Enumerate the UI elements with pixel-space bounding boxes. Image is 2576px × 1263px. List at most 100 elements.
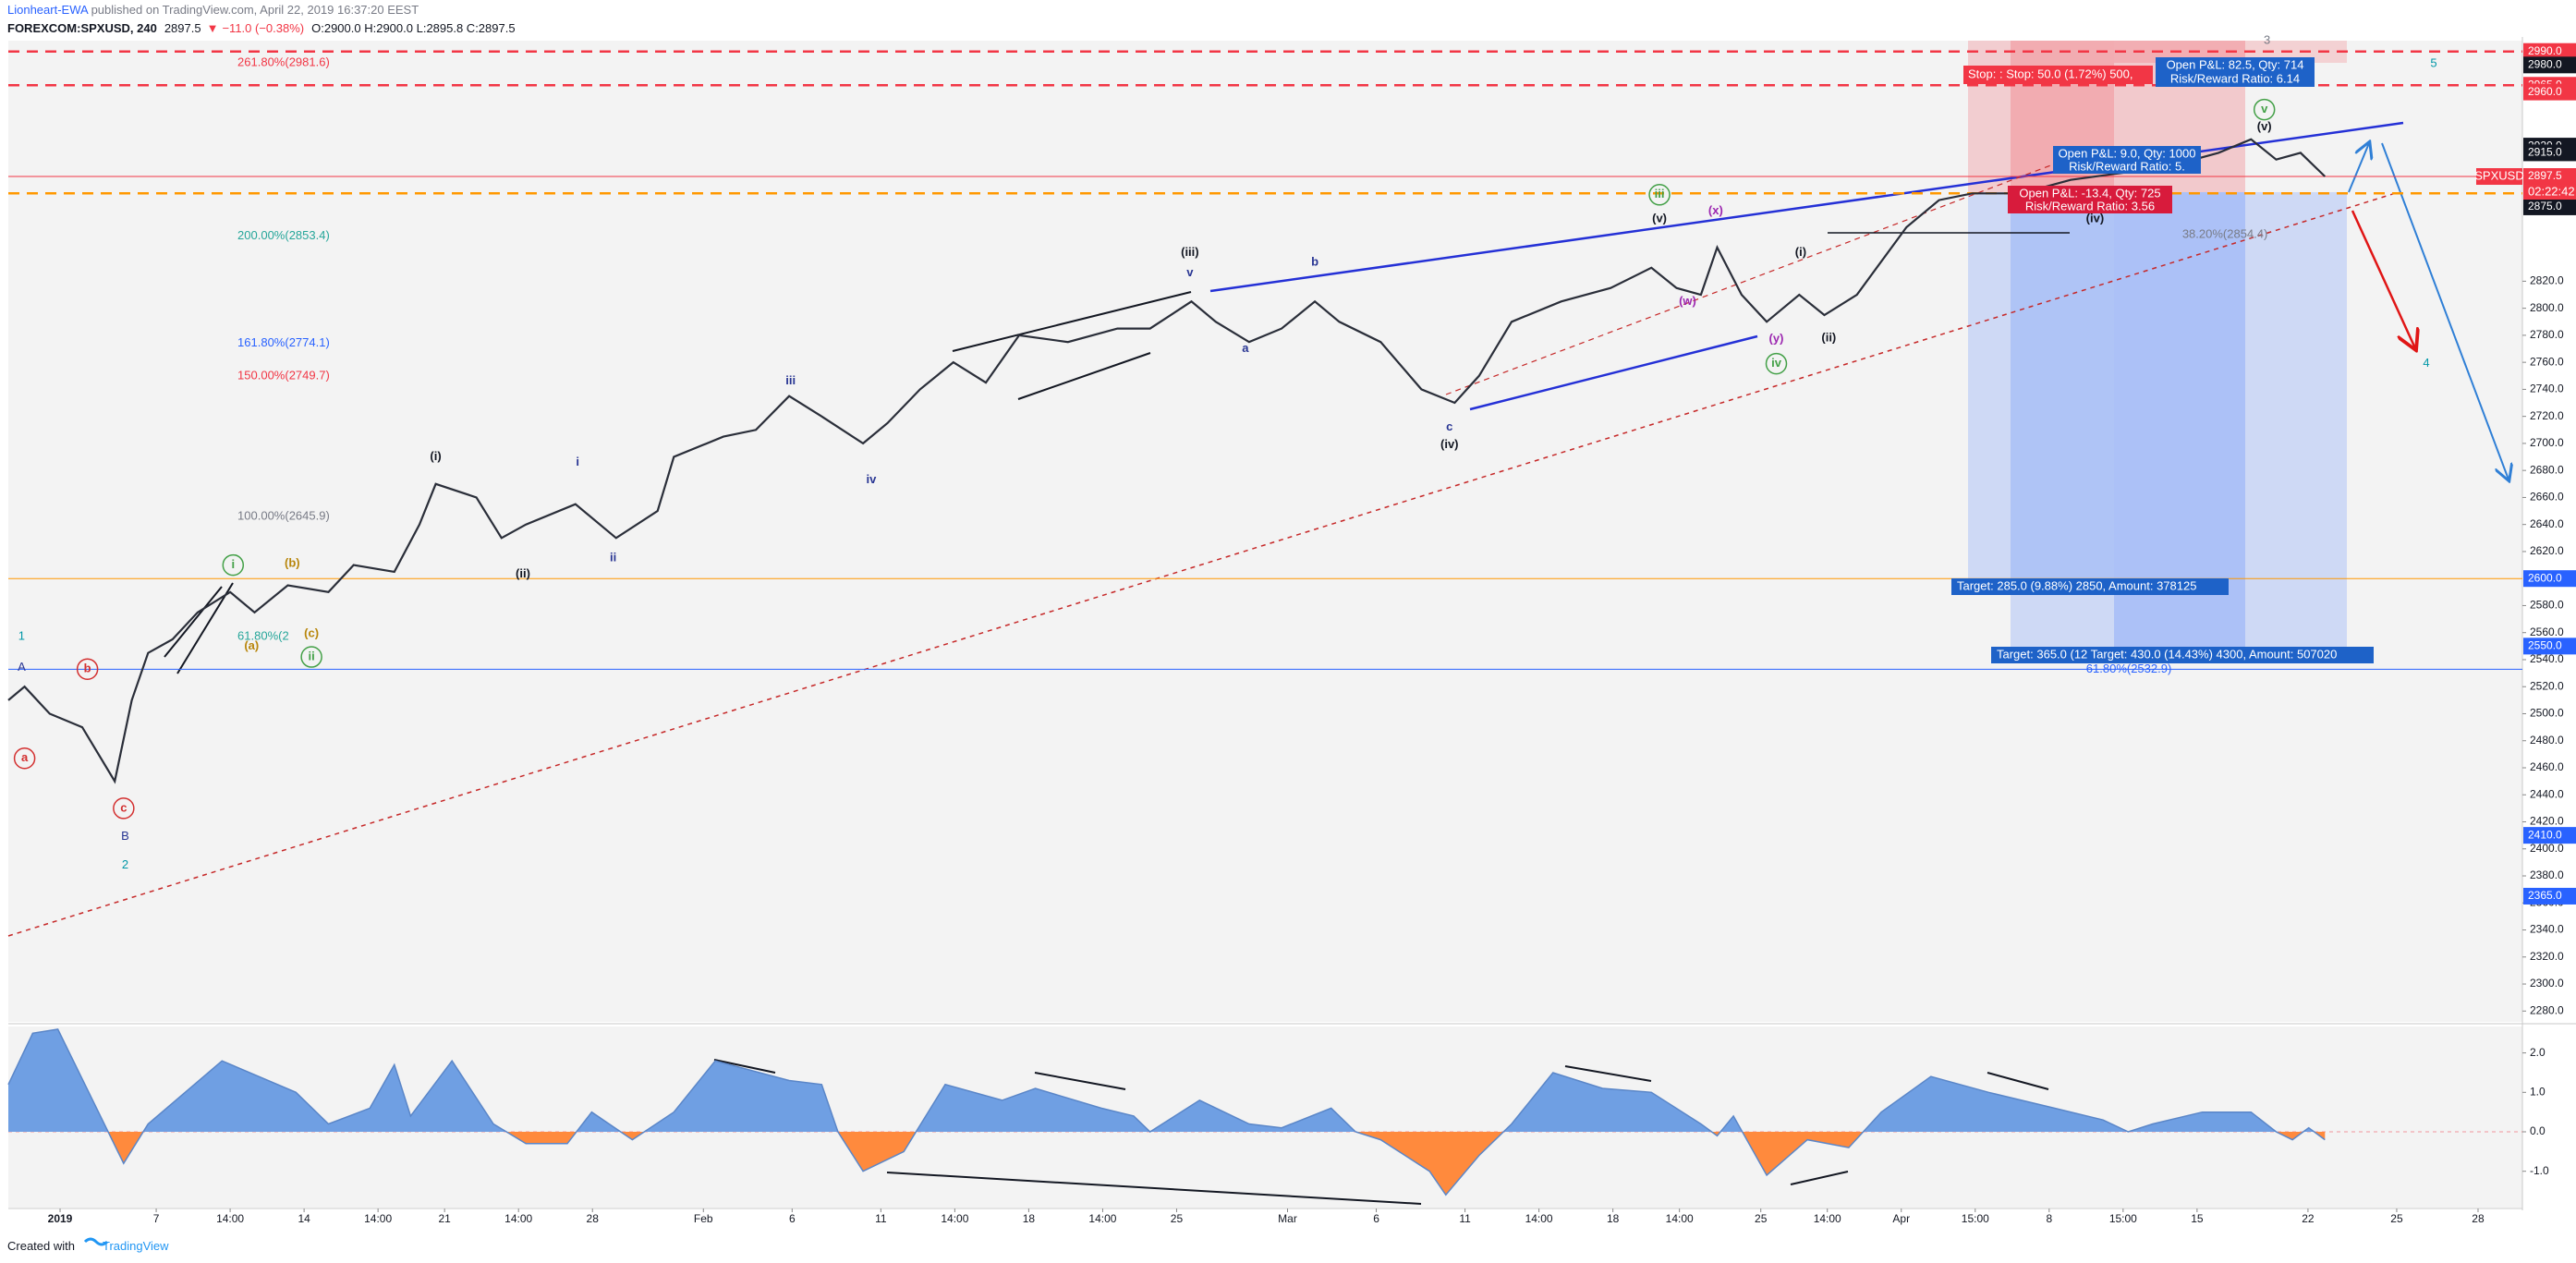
price-label: 2915.0 [2528,146,2562,159]
pnl-label: Open P&L: 82.5, Qty: 714 [2167,57,2304,71]
y-tick-label: 2420.0 [2530,815,2564,828]
price-label: 2600.0 [2528,571,2562,584]
x-tick-label: Mar [1278,1212,1297,1225]
x-tick-label: 25 [1755,1212,1768,1225]
price-label: 2550.0 [2528,639,2562,652]
author[interactable]: Lionheart-EWA [7,3,89,17]
y-tick-label: 2560.0 [2530,625,2564,638]
wave-label: (iv) [2086,212,2105,225]
y-tick-label: 2820.0 [2530,274,2564,287]
price-label: 2980.0 [2528,58,2562,71]
x-tick-label: 14:00 [941,1212,968,1225]
fib-label: 38.20%(2854.4) [2182,226,2268,240]
stop-box [1963,66,2153,84]
brand-logo [83,1237,109,1246]
price-line-series [7,138,2327,784]
divergence-line [1790,1171,1849,1185]
y-tick-label: 2620.0 [2530,544,2564,557]
wave-label: 5 [2430,55,2436,69]
symbol-line: FOREXCOM:SPXUSD, 240 2897.5 ▼ −11.0 (−0.38%… [7,21,516,35]
wave-label: 1 [18,629,25,643]
x-tick-label: 14:00 [504,1212,532,1225]
wave-label: (ii) [1821,330,1836,344]
x-tick-label: Feb [694,1212,713,1225]
wave-label: 4 [2423,356,2429,370]
symbol-box [2476,168,2522,186]
wave-label: c [120,800,127,814]
y-tick-label: -1.0 [2530,1164,2549,1177]
divergence-line [713,1059,776,1074]
y-tick-label: 2780.0 [2530,328,2564,341]
y-tick-label: 2400.0 [2530,842,2564,855]
fib-label: 61.80%(2 [237,629,289,643]
target-zone [1968,192,2114,578]
price-label-box [2523,43,2576,60]
symbol-label: SPXUSD [2474,168,2523,182]
wave-label: v [2261,102,2268,115]
data-layer: 2280.02300.02320.02340.02360.02380.02400… [7,43,2576,1225]
wave-label: b [84,662,91,675]
y-tick-label: 2320.0 [2530,950,2564,963]
wave-circle [1648,184,1671,206]
price-label-box [2523,198,2576,215]
y-tick-label: 2640.0 [2530,517,2564,530]
wave-label: b [1311,254,1318,268]
wave-label: (b) [285,556,300,570]
x-tick-label: 14:00 [216,1212,244,1225]
wave-label: iv [1771,356,1782,370]
wave-label: A [18,660,26,674]
oscillator-line [7,1028,2326,1196]
wave-label: v [1186,265,1194,279]
y-tick-label: 2280.0 [2530,1003,2564,1016]
x-tick-label: 11 [1459,1212,1471,1225]
y-tick-label: 2540.0 [2530,652,2564,665]
wave-circle [300,646,322,668]
position-labels: 3 Stop: : Stop: 50.0 (1.72%) 500, Open P… [1951,32,2374,663]
ratio-label: Risk/Reward Ratio: 5. [2069,159,2185,173]
price-label: 2990.0 [2528,44,2562,57]
y-tick-label: 2700.0 [2530,436,2564,449]
drawings [7,121,2509,1205]
wave-label: i [576,455,579,468]
fib-label: 200.00%(2853.4) [237,228,330,242]
brand[interactable]: TradingView [103,1239,169,1253]
x-tick-label: 6 [1373,1212,1379,1225]
wave-label: ii [309,649,315,662]
wave-circle [2253,98,2276,121]
divergence-line [1034,1072,1126,1090]
ratio-label: Risk/Reward Ratio: 6.14 [2170,71,2300,85]
price-label: 2365.0 [2528,889,2562,902]
price-label: 2960.0 [2528,85,2562,98]
pnl-label: Open P&L: 9.0, Qty: 1000 [2059,146,2196,160]
divergence-line [886,1172,1422,1205]
oscillator-positive [8,1029,2326,1133]
wave-label: (iv) [1440,437,1459,451]
y-tick-label: 2460.0 [2530,760,2564,773]
created-with: Created with [7,1239,75,1253]
y-tick-label: 2660.0 [2530,491,2564,504]
x-tick-label: 14:00 [1525,1212,1553,1225]
x-tick-label: 25 [1171,1212,1184,1225]
projection-arrow [2351,210,2415,348]
divergence-line [1564,1065,1652,1082]
marker-label: 3 [2264,32,2270,46]
wave-label: (x) [1708,203,1723,217]
x-tick-label: 18 [1607,1212,1620,1225]
wave-label: (ii) [516,566,530,580]
wave-label: c [1446,419,1452,433]
price-label: 2410.0 [2528,828,2562,841]
y-tick-label: 2300.0 [2530,977,2564,990]
y-tick-label: 2720.0 [2530,409,2564,422]
countdown-label: 02:22:42 [2528,184,2575,198]
fib-label: 161.80%(2774.1) [237,335,330,349]
y-tick-label: 1.0 [2530,1085,2546,1098]
y-tick-label: 2.0 [2530,1046,2546,1059]
x-tick-label: 14:00 [1814,1212,1841,1225]
price-label-box [2523,83,2576,101]
x-tick-label: 28 [2472,1212,2485,1225]
wave-label: (w) [1679,294,1696,308]
y-tick-label: 2580.0 [2530,599,2564,612]
x-tick-label: 6 [789,1212,796,1225]
channel-line [1469,334,1758,411]
